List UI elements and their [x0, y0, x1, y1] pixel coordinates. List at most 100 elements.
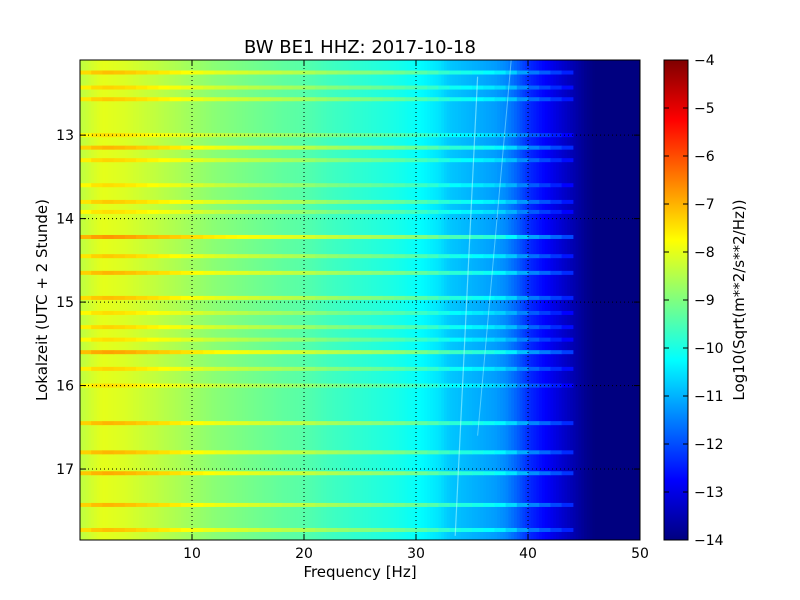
heatmap-band-segment — [192, 325, 204, 330]
heatmap-column — [144, 60, 148, 540]
heatmap-band-segment — [516, 502, 529, 507]
heatmap-band-segment — [225, 145, 238, 150]
heatmap-band-segment — [371, 527, 383, 532]
heatmap-band-segment — [472, 145, 484, 150]
heatmap-band-segment — [483, 70, 495, 75]
heatmap-band-segment — [483, 254, 495, 259]
heatmap-band-segment — [91, 133, 103, 138]
heatmap-band-segment — [539, 502, 551, 507]
heatmap-band-segment — [472, 527, 484, 532]
heatmap-band-segment — [516, 366, 529, 371]
heatmap-band-segment — [528, 383, 540, 388]
heatmap-band-segment — [203, 450, 215, 455]
heatmap-band-segment — [214, 295, 227, 300]
heatmap-band-segment — [147, 209, 159, 214]
heatmap-band-segment — [371, 199, 383, 204]
heatmap-band-segment — [315, 527, 327, 532]
heatmap-column — [528, 60, 532, 540]
heatmap-band-segment — [348, 199, 361, 204]
heatmap-band-segment — [427, 450, 439, 455]
heatmap-band-segment — [371, 421, 383, 426]
heatmap-band-segment — [180, 70, 193, 75]
heatmap-band-segment — [505, 310, 518, 315]
heatmap-band-segment — [427, 421, 439, 426]
heatmap-band-segment — [225, 97, 238, 102]
heatmap-band-segment — [236, 502, 249, 507]
heatmap-band-segment — [113, 527, 126, 532]
heatmap-band-segment — [270, 295, 283, 300]
heatmap-band-segment — [371, 310, 383, 315]
heatmap-band-segment — [124, 254, 137, 259]
heatmap-band-segment — [169, 527, 182, 532]
heatmap-band-segment — [281, 70, 294, 75]
heatmap-band-segment — [304, 85, 316, 90]
heatmap-band-segment — [214, 325, 227, 330]
heatmap-column — [357, 60, 361, 540]
heatmap-column — [595, 60, 599, 540]
heatmap-band-segment — [438, 209, 451, 214]
heatmap-band-segment — [147, 145, 159, 150]
heatmap-column — [189, 60, 193, 540]
heatmap-column — [334, 60, 339, 540]
heatmap-band-segment — [259, 254, 271, 259]
heatmap-band-segment — [348, 527, 361, 532]
heatmap-band-segment — [371, 383, 383, 388]
heatmap-band-segment — [427, 310, 439, 315]
heatmap-band-segment — [371, 295, 383, 300]
heatmap-band-segment — [292, 502, 305, 507]
x-tick-label: 50 — [631, 546, 649, 562]
heatmap-band-segment — [102, 234, 115, 239]
heatmap-column — [239, 60, 243, 540]
heatmap-band-segment — [494, 450, 507, 455]
heatmap-band-segment — [460, 199, 473, 204]
heatmap-band-segment — [360, 145, 372, 150]
heatmap-band-segment — [80, 471, 92, 476]
heatmap-band-segment — [449, 254, 462, 259]
heatmap-band-segment — [416, 270, 428, 275]
heatmap-band-segment — [225, 199, 238, 204]
heatmap-band-segment — [225, 383, 238, 388]
heatmap-band-segment — [136, 337, 148, 342]
heatmap-band-segment — [214, 350, 227, 355]
heatmap-band-segment — [427, 70, 439, 75]
heatmap-band-segment — [494, 183, 507, 188]
heatmap-band-segment — [427, 350, 439, 355]
heatmap-band-segment — [259, 183, 271, 188]
heatmap-band-segment — [416, 383, 428, 388]
heatmap-band-segment — [427, 254, 439, 259]
colorbar-tick-label: −5 — [694, 101, 715, 117]
heatmap-band-segment — [449, 199, 462, 204]
heatmap-band-segment — [292, 337, 305, 342]
heatmap-band-segment — [102, 310, 115, 315]
heatmap-band-segment — [360, 310, 372, 315]
heatmap-band-segment — [561, 383, 574, 388]
heatmap-column — [214, 60, 218, 540]
heatmap-column — [508, 60, 512, 540]
heatmap-band-segment — [371, 183, 383, 188]
heatmap-band-segment — [326, 70, 339, 75]
heatmap-band-segment — [158, 325, 171, 330]
heatmap-band-segment — [539, 295, 551, 300]
heatmap-band-segment — [427, 85, 439, 90]
heatmap-band-segment — [304, 421, 316, 426]
heatmap-band-segment — [382, 450, 395, 455]
heatmap-band-segment — [561, 254, 574, 259]
heatmap-band-segment — [449, 97, 462, 102]
heatmap-band-segment — [270, 527, 283, 532]
heatmap-column — [388, 60, 392, 540]
heatmap-column — [183, 60, 187, 540]
heatmap-band-segment — [326, 209, 339, 214]
heatmap-band-segment — [281, 366, 294, 371]
heatmap-band-segment — [304, 234, 316, 239]
heatmap-band-segment — [326, 350, 339, 355]
heatmap-band-segment — [158, 350, 171, 355]
heatmap-band-segment — [360, 471, 372, 476]
heatmap-band-segment — [158, 183, 171, 188]
heatmap-band-segment — [404, 383, 417, 388]
heatmap-band-segment — [404, 295, 417, 300]
heatmap-band-segment — [348, 254, 361, 259]
heatmap-band-segment — [427, 199, 439, 204]
heatmap-band-segment — [203, 325, 215, 330]
heatmap-band-segment — [460, 254, 473, 259]
heatmap-band-segment — [236, 325, 249, 330]
